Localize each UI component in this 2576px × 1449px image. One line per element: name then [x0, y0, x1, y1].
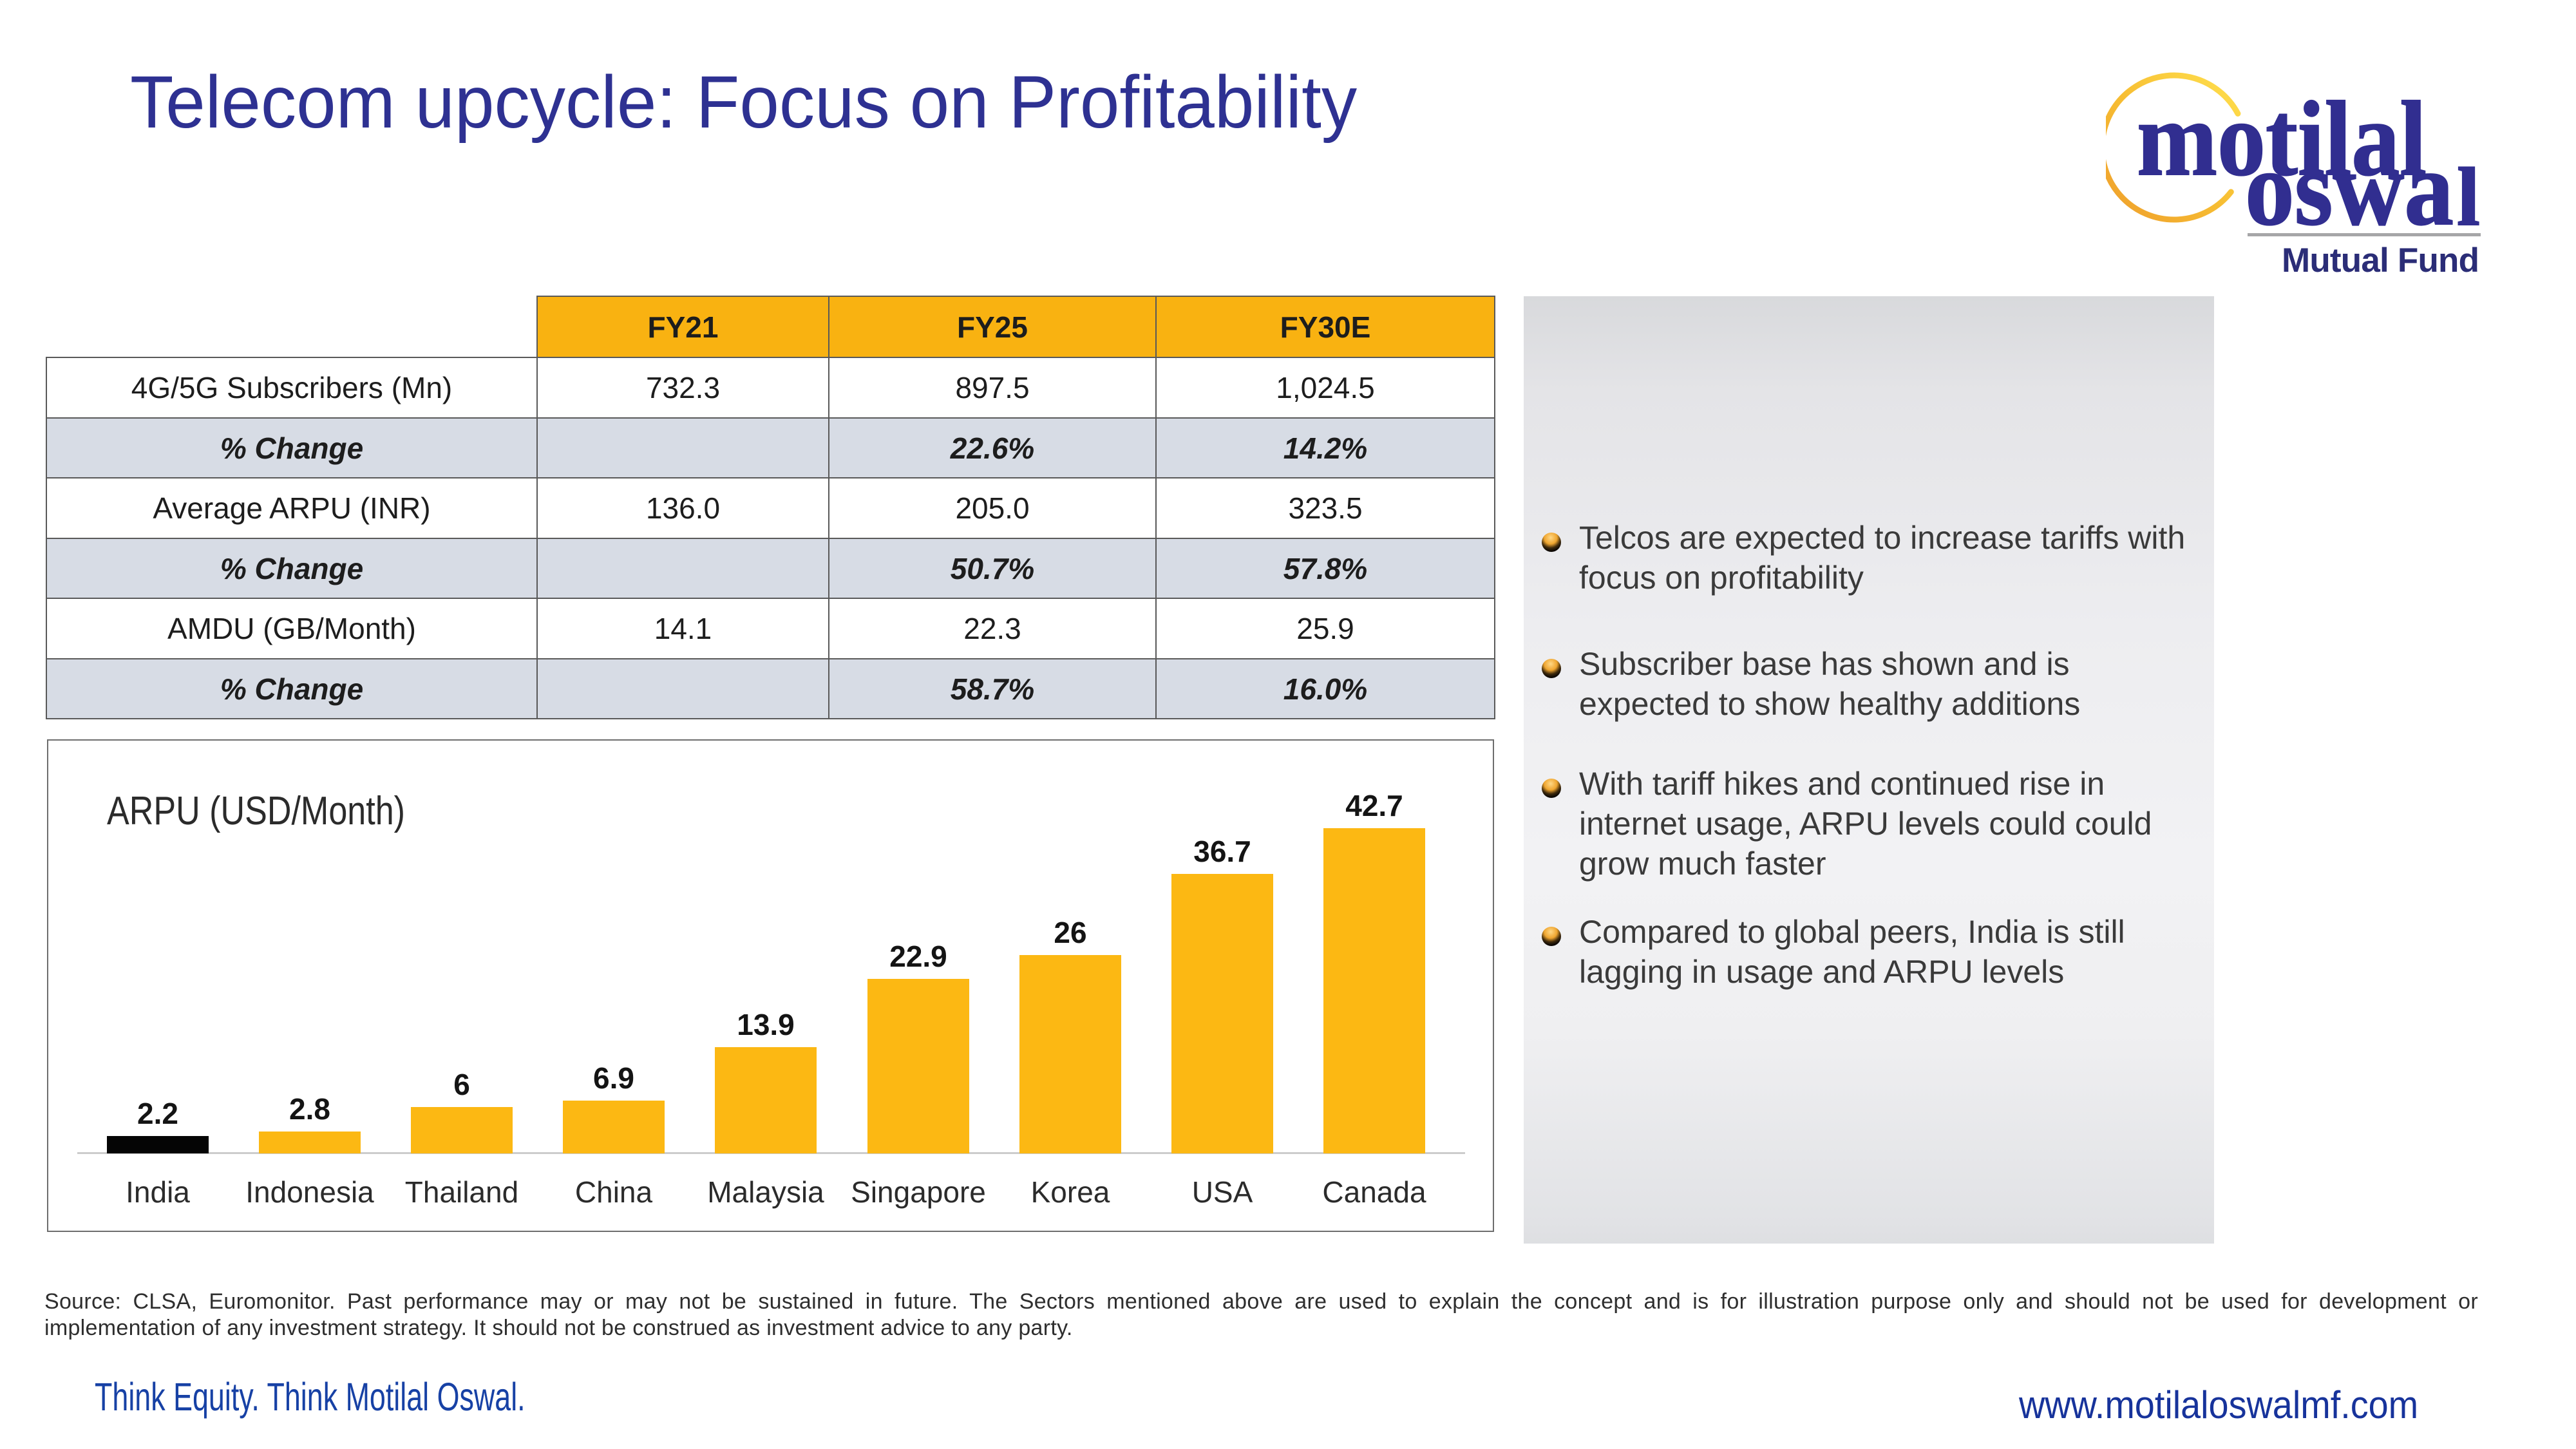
svg-text:l: l [2457, 151, 2480, 243]
svg-text:oswa: oswa [2245, 129, 2454, 247]
svg-text:motilal: motilal [2137, 79, 2427, 198]
svg-text:Mutual Fund: Mutual Fund [2282, 242, 2479, 279]
